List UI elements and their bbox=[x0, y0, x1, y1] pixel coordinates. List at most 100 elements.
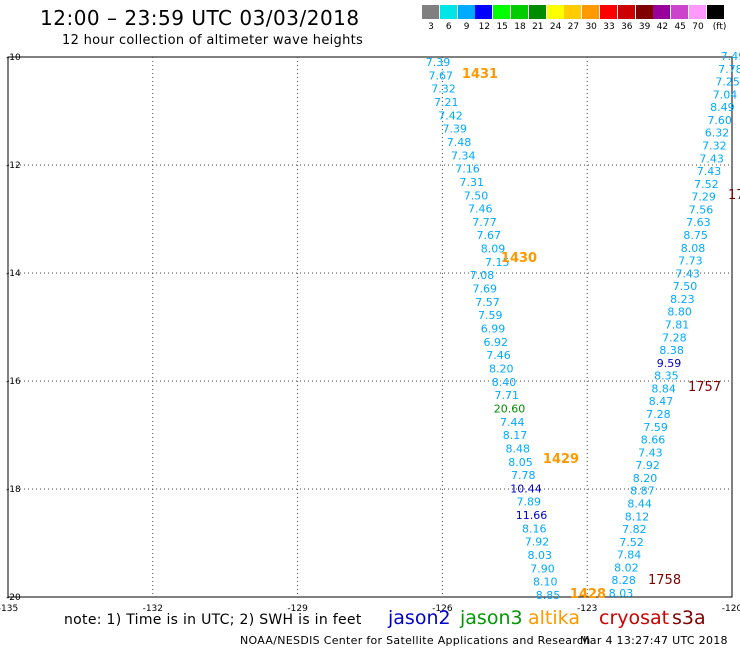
swh-value: 20.60 bbox=[494, 402, 526, 415]
lon-label: -135 bbox=[0, 604, 18, 614]
lat-label: -12 bbox=[6, 161, 21, 171]
swh-value: 8.40 bbox=[492, 376, 517, 389]
legend-label: 18 bbox=[514, 22, 526, 32]
pass-time-labels: 1431 1430 1429 1428 17 1757 1758 bbox=[462, 67, 740, 602]
legend-label: 21 bbox=[532, 22, 544, 32]
legend-swatch bbox=[600, 5, 617, 19]
swh-value: 7.25 bbox=[715, 76, 740, 89]
axis-labels: -135 -132 -129 -126 -123 -120 -10 -12 -14 -16 -18 -… bbox=[0, 53, 740, 614]
swh-value: 7.31 bbox=[460, 176, 485, 189]
swh-value: 8.49 bbox=[710, 101, 735, 114]
satellite-s3a: s3a bbox=[672, 607, 706, 629]
swh-value: 8.20 bbox=[633, 472, 658, 485]
legend-label: 33 bbox=[603, 22, 615, 32]
swh-value: 8.87 bbox=[630, 485, 655, 498]
legend-swatch bbox=[582, 5, 600, 19]
swh-value: 8.38 bbox=[659, 344, 684, 357]
swh-value: 7.43 bbox=[675, 267, 700, 280]
altika-pass-time: 1429 bbox=[543, 452, 579, 467]
swh-value: 7.34 bbox=[451, 149, 476, 162]
swh-value: 7.15 bbox=[485, 256, 510, 269]
swh-value: 6.99 bbox=[481, 323, 506, 336]
legend-swatch bbox=[422, 5, 439, 19]
swh-value: 7.50 bbox=[673, 280, 698, 293]
legend-label: 45 bbox=[674, 22, 686, 32]
swh-value: 7.67 bbox=[429, 69, 454, 82]
cryosat-pass-time: 1758 bbox=[648, 573, 681, 588]
swh-value: 8.35 bbox=[654, 370, 679, 383]
swh-value: 7.82 bbox=[622, 523, 647, 536]
swh-value: 8.02 bbox=[614, 561, 639, 574]
swh-value: 7.57 bbox=[475, 296, 500, 309]
swh-value: 7.43 bbox=[697, 165, 722, 178]
swh-value: 7.77 bbox=[472, 216, 497, 229]
satellite-cryosat: cryosat bbox=[599, 607, 670, 629]
swh-value: 8.05 bbox=[508, 456, 533, 469]
swh-value: 7.59 bbox=[643, 421, 668, 434]
swh-value: 7.21 bbox=[434, 96, 459, 109]
legend-swatch bbox=[617, 5, 635, 19]
swh-value: 8.09 bbox=[481, 243, 506, 256]
legend-swatch bbox=[653, 5, 671, 19]
swh-value: 7.52 bbox=[694, 178, 719, 191]
lat-label: -20 bbox=[6, 593, 21, 603]
legend-label: 27 bbox=[567, 22, 580, 32]
legend-swatch bbox=[528, 5, 546, 19]
legend-label: 3 bbox=[428, 22, 434, 32]
swh-value: 7.46 bbox=[486, 349, 511, 362]
swh-value: 7.60 bbox=[707, 114, 732, 127]
legend-swatch bbox=[671, 5, 689, 19]
swh-value: 7.16 bbox=[455, 163, 480, 176]
legend-label: 15 bbox=[496, 22, 508, 32]
credit-line: NOAA/NESDIS Center for Satellite Applica… bbox=[240, 634, 591, 647]
legend-swatch bbox=[546, 5, 564, 19]
swh-value: 8.20 bbox=[489, 362, 514, 375]
swh-value: 9.59 bbox=[657, 357, 682, 370]
swh-value: 7.90 bbox=[530, 562, 555, 575]
altika-pass-time: 1428 bbox=[570, 587, 606, 602]
swh-value: 7.08 bbox=[470, 269, 495, 282]
legend-label: 36 bbox=[621, 22, 633, 32]
legend-swatch bbox=[706, 5, 724, 19]
swh-value: 10.44 bbox=[510, 482, 542, 495]
footnote: note: 1) Time is in UTC; 2) SWH is in fe… bbox=[64, 612, 362, 628]
swh-value: 7.89 bbox=[517, 496, 542, 509]
satellite-jason3: jason3 bbox=[460, 607, 523, 629]
swh-value: 7.59 bbox=[478, 309, 503, 322]
lat-label: -16 bbox=[6, 377, 21, 387]
legend-label: 42 bbox=[656, 22, 669, 32]
swh-value: 7.92 bbox=[635, 459, 660, 472]
swh-value: 8.03 bbox=[609, 587, 634, 600]
swh-value: 8.28 bbox=[611, 574, 636, 587]
swh-value: 8.03 bbox=[528, 549, 553, 562]
lon-label: -120 bbox=[722, 604, 740, 614]
swh-value: 8.48 bbox=[506, 442, 531, 455]
swh-value: 7.39 bbox=[443, 123, 468, 136]
legend-swatch bbox=[635, 5, 653, 19]
swh-value: 7.78 bbox=[511, 469, 536, 482]
swh-value: 7.73 bbox=[678, 255, 703, 268]
satellite-altika: altika bbox=[528, 607, 580, 629]
swh-value: 7.28 bbox=[662, 331, 687, 344]
legend-label: 39 bbox=[638, 22, 651, 32]
swh-value: 7.43 bbox=[638, 446, 663, 459]
swh-value: 8.85 bbox=[536, 589, 561, 602]
cryosat-pass-time: 1757 bbox=[688, 380, 721, 395]
swh-value: 7.81 bbox=[665, 319, 690, 332]
swh-value: 8.84 bbox=[651, 382, 676, 395]
swh-value: 6.32 bbox=[705, 127, 730, 140]
swh-value: 11.66 bbox=[516, 509, 548, 522]
swh-value: 8.47 bbox=[649, 395, 674, 408]
swh-value: 7.43 bbox=[699, 152, 724, 165]
legend-label: 9 bbox=[463, 22, 470, 32]
map-title: 12:00 – 23:59 UTC 03/03/2018 bbox=[40, 6, 360, 30]
legend-swatch bbox=[564, 5, 582, 19]
swh-value: 7.39 bbox=[426, 56, 451, 69]
swh-value: 8.80 bbox=[667, 306, 692, 319]
swh-value: 7.46 bbox=[468, 203, 493, 216]
map-subtitle: 12 hour collection of altimeter wave hei… bbox=[62, 33, 364, 48]
legend-label: 24 bbox=[549, 22, 562, 32]
swh-value: 7.63 bbox=[686, 216, 711, 229]
swh-values: 7.397.677.327.217.427.397.487.347.167.31… bbox=[426, 50, 740, 602]
